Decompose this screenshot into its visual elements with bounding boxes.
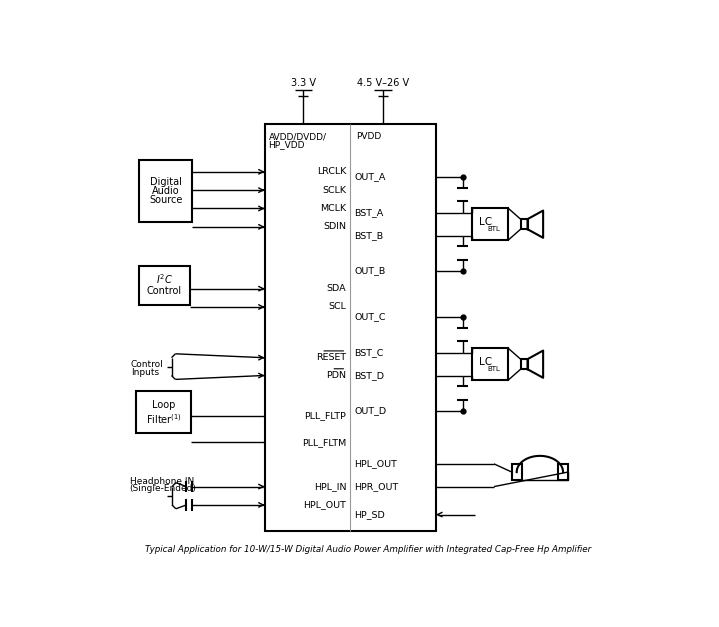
Text: HPL_IN: HPL_IN [313, 482, 347, 491]
Bar [139, 266, 190, 305]
Text: BST_A: BST_A [354, 208, 383, 218]
Bar [512, 465, 521, 480]
Text: Source: Source [149, 195, 183, 205]
Bar [558, 465, 568, 480]
Text: AVDD/DVDD/: AVDD/DVDD/ [269, 132, 326, 141]
Text: 3.3 V: 3.3 V [290, 78, 316, 88]
Bar [265, 124, 436, 532]
Text: OUT_D: OUT_D [354, 406, 386, 415]
Bar [139, 160, 192, 223]
Text: SDA: SDA [326, 284, 347, 293]
Text: 4.5 V–26 V: 4.5 V–26 V [357, 78, 409, 88]
Text: SDIN: SDIN [324, 223, 347, 231]
Text: Headphone IN: Headphone IN [129, 477, 193, 487]
Text: BST_C: BST_C [354, 349, 383, 357]
Bar [136, 391, 191, 433]
Text: SCLK: SCLK [322, 186, 347, 194]
Text: OUT_B: OUT_B [354, 266, 385, 275]
Text: MCLK: MCLK [320, 204, 347, 213]
Text: Audio: Audio [152, 186, 180, 196]
Text: LRCLK: LRCLK [317, 167, 347, 176]
Text: OUT_A: OUT_A [354, 172, 385, 181]
Text: BST_D: BST_D [354, 371, 384, 380]
Bar [521, 359, 528, 369]
Text: OUT_C: OUT_C [354, 312, 385, 321]
Text: Typical Application for 10-W/15-W Digital Audio Power Amplifier with Integrated : Typical Application for 10-W/15-W Digita… [145, 545, 592, 554]
Text: HP_SD: HP_SD [354, 510, 385, 519]
Text: PVDD: PVDD [356, 132, 381, 141]
Bar [472, 209, 508, 240]
Text: LC: LC [480, 217, 493, 227]
Text: Control: Control [147, 286, 182, 296]
Text: PDN: PDN [326, 371, 347, 380]
Text: BTL: BTL [487, 226, 500, 232]
Text: Inputs: Inputs [131, 367, 159, 377]
Text: HPL_OUT: HPL_OUT [354, 460, 397, 468]
Text: HP_VDD: HP_VDD [269, 140, 305, 149]
Text: LC: LC [480, 357, 493, 367]
Text: Digital: Digital [150, 177, 182, 187]
Bar [521, 219, 528, 229]
Text: BTL: BTL [487, 366, 500, 372]
Text: PLL_FLTP: PLL_FLTP [304, 411, 347, 420]
Text: Loop: Loop [152, 400, 175, 410]
Text: Filter$^{(1)}$: Filter$^{(1)}$ [145, 412, 181, 426]
Text: SCL: SCL [329, 302, 347, 312]
Text: (Single-Ended): (Single-Ended) [129, 485, 196, 493]
Text: Control: Control [131, 361, 164, 369]
Text: BST_B: BST_B [354, 231, 383, 240]
Text: HPL_OUT: HPL_OUT [303, 500, 347, 509]
Text: HPR_OUT: HPR_OUT [354, 482, 398, 491]
Text: RESET: RESET [316, 353, 347, 362]
Bar [472, 349, 508, 380]
Text: $I^2C$: $I^2C$ [156, 273, 173, 287]
Text: PLL_FLTM: PLL_FLTM [302, 438, 347, 446]
